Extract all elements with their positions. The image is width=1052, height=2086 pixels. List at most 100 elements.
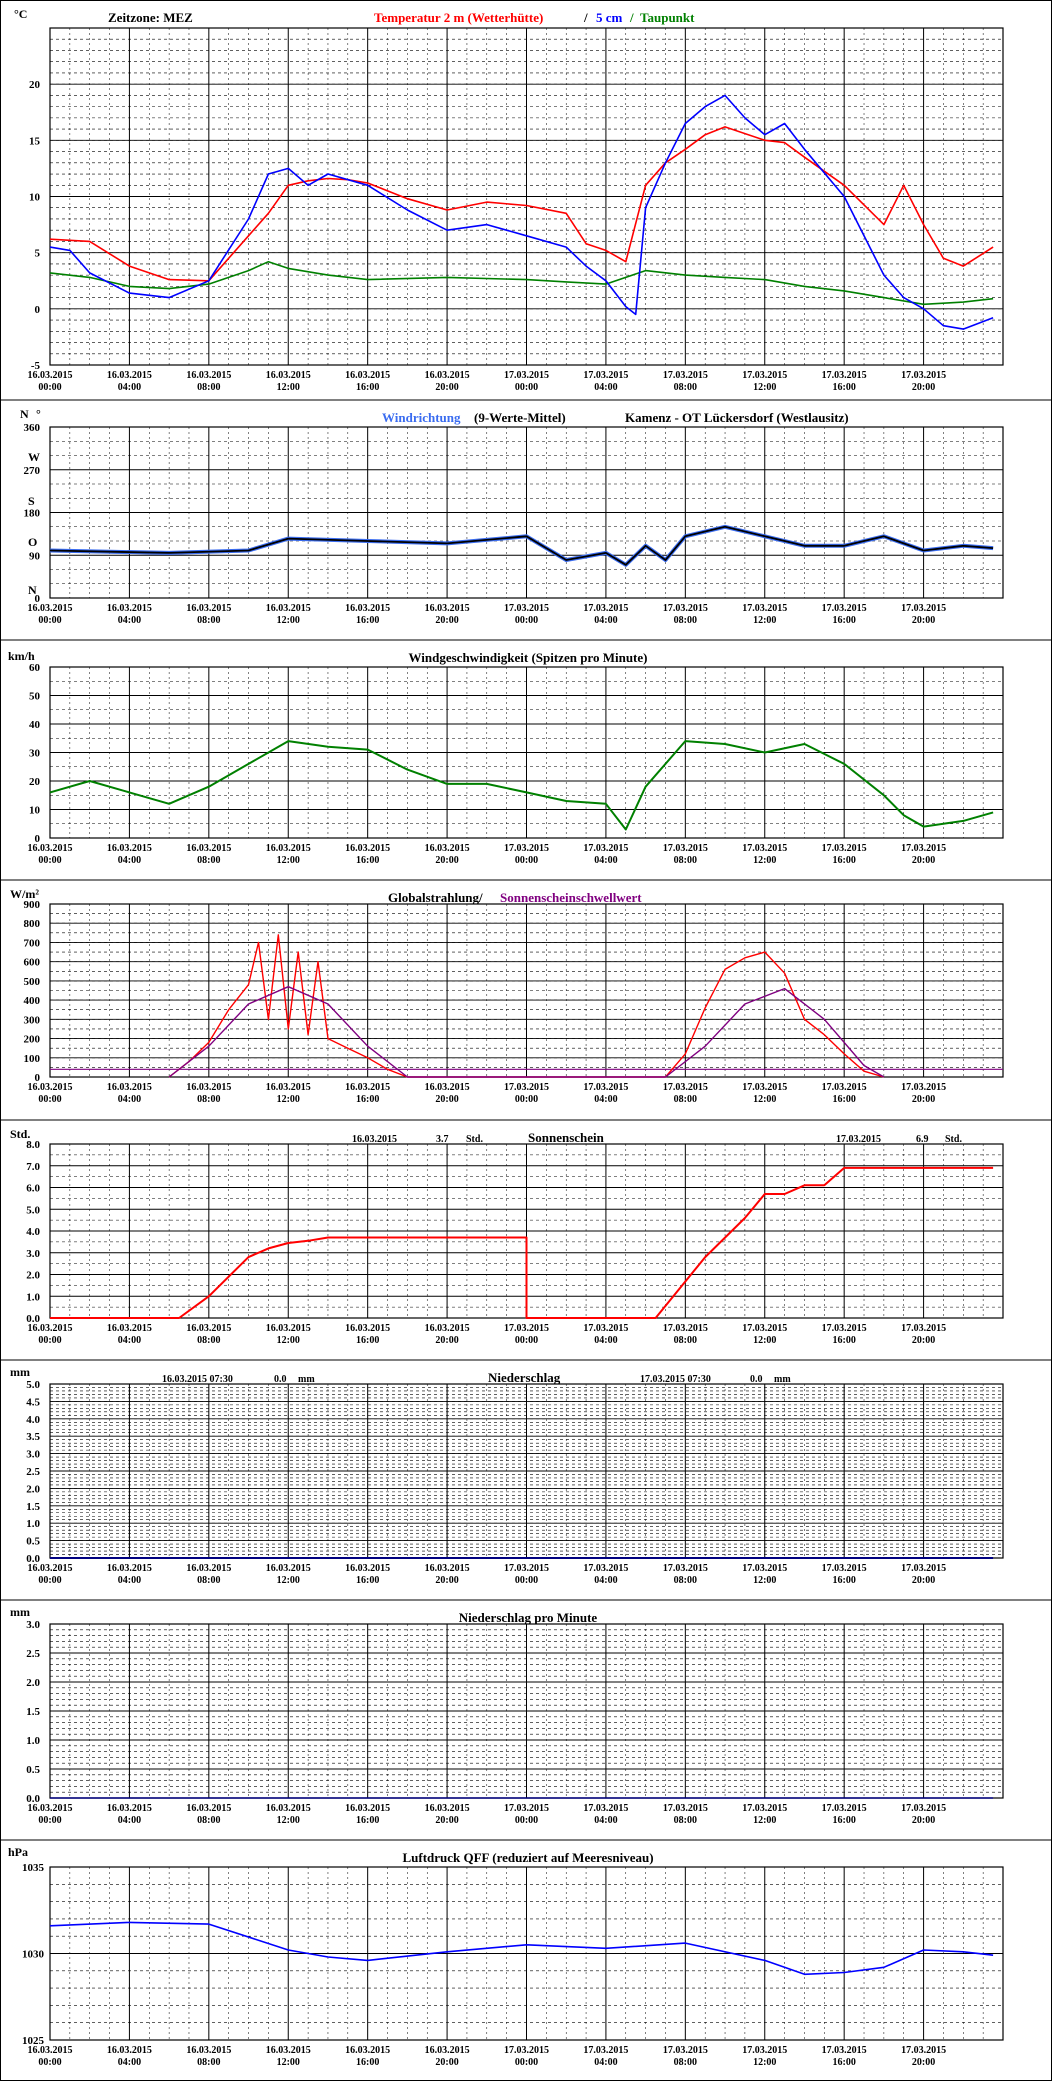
x-tick-time: 16:00: [356, 1335, 379, 1346]
y-unit: mm: [10, 1605, 30, 1619]
precip_minute-panel: [49, 1623, 1004, 1799]
series-pressure: [49, 1921, 994, 1976]
y-tick-label: 5.0: [26, 1379, 40, 1391]
y-tick-label: 500: [24, 976, 41, 988]
x-tick-time: 00:00: [38, 855, 61, 866]
x-tick-date: 16.03.2015: [186, 1563, 231, 1574]
y-tick-label: 3.0: [26, 1248, 40, 1260]
x-tick-time: 08:00: [674, 615, 697, 626]
precipitation-panel: [49, 1383, 1004, 1559]
x-tick-time: 12:00: [753, 855, 776, 866]
y-tick-label: 40: [29, 719, 41, 731]
x-tick-date: 16.03.2015: [345, 1803, 390, 1814]
x-tick-date: 16.03.2015: [107, 1563, 152, 1574]
x-tick-date: 17.03.2015: [742, 1082, 787, 1093]
x-tick-date: 17.03.2015: [742, 2045, 787, 2056]
x-tick-date: 17.03.2015: [663, 370, 708, 381]
y-tick-label: 1035: [22, 1862, 45, 1874]
x-tick-date: 17.03.2015: [901, 843, 946, 854]
x-tick-date: 17.03.2015: [901, 1563, 946, 1574]
x-tick-date: 16.03.2015: [345, 1563, 390, 1574]
y-tick-label: 60: [29, 662, 41, 674]
y-tick-label: 8.0: [26, 1139, 40, 1151]
y-tick-label: 90: [29, 550, 41, 562]
y-tick-label: 400: [24, 995, 41, 1007]
x-tick-date: 17.03.2015: [583, 1082, 628, 1093]
day2-unit: mm: [774, 1374, 791, 1385]
x-tick-time: 08:00: [197, 615, 220, 626]
x-tick-time: 00:00: [38, 1575, 61, 1586]
y-tick-label: 2.5: [26, 1648, 40, 1660]
x-tick-date: 17.03.2015: [504, 1563, 549, 1574]
x-tick-date: 16.03.2015: [266, 843, 311, 854]
x-tick-date: 17.03.2015: [504, 370, 549, 381]
x-tick-time: 16:00: [832, 615, 855, 626]
radiation-panel: [49, 903, 1004, 1078]
day2-value: 0.0: [750, 1374, 763, 1385]
x-tick-date: 17.03.2015: [742, 1803, 787, 1814]
y-tick-label: 7.0: [26, 1161, 40, 1173]
compass-s: S: [28, 494, 35, 508]
x-tick-date: 17.03.2015: [901, 1323, 946, 1334]
x-tick-date: 16.03.2015: [345, 2045, 390, 2056]
y-tick-label: 800: [24, 918, 41, 930]
y-tick-label: 5: [35, 248, 41, 260]
x-tick-date: 17.03.2015: [504, 1803, 549, 1814]
x-tick-time: 12:00: [277, 1335, 300, 1346]
x-tick-date: 17.03.2015: [583, 603, 628, 614]
y-unit: W/m²: [10, 887, 39, 901]
x-tick-time: 16:00: [832, 1335, 855, 1346]
y-tick-label: 1030: [22, 1949, 45, 1961]
x-tick-date: 16.03.2015: [28, 1803, 73, 1814]
x-tick-time: 16:00: [356, 382, 379, 393]
day1-unit: Std.: [466, 1134, 483, 1145]
y-unit: N: [20, 407, 29, 421]
title-separator: /: [583, 10, 588, 25]
series-wind-direction-mean: [49, 525, 994, 566]
x-tick-date: 17.03.2015: [583, 2045, 628, 2056]
y-tick-label: 10: [29, 192, 41, 204]
x-tick-time: 12:00: [277, 615, 300, 626]
panel-title: Luftdruck QFF (reduziert auf Meeresnivea…: [402, 1850, 653, 1865]
x-tick-date: 16.03.2015: [266, 1323, 311, 1334]
x-tick-time: 00:00: [38, 1094, 61, 1105]
y-tick-label: 600: [24, 957, 41, 969]
x-tick-date: 16.03.2015: [107, 1323, 152, 1334]
y-unit: Std.: [10, 1127, 30, 1141]
y-tick-label: 4.0: [26, 1226, 40, 1238]
x-tick-date: 17.03.2015: [822, 1323, 867, 1334]
x-tick-time: 20:00: [912, 2057, 935, 2068]
x-tick-time: 04:00: [118, 1575, 141, 1586]
x-tick-date: 17.03.2015: [583, 843, 628, 854]
x-tick-date: 16.03.2015: [266, 603, 311, 614]
compass-w: W: [28, 450, 40, 464]
x-tick-time: 12:00: [753, 1335, 776, 1346]
x-tick-date: 16.03.2015: [186, 1803, 231, 1814]
x-tick-time: 20:00: [435, 382, 458, 393]
plot-area: [49, 1866, 1004, 2041]
y-tick-label: 0: [35, 593, 41, 605]
x-tick-date: 17.03.2015: [663, 1803, 708, 1814]
y-tick-label: 3.0: [26, 1619, 40, 1631]
x-tick-time: 16:00: [356, 615, 379, 626]
timezone-label: Zeitzone: MEZ: [108, 10, 193, 25]
panel-title: Globalstrahlung/: [388, 890, 483, 905]
y-tick-label: 0: [35, 833, 41, 845]
x-tick-time: 16:00: [832, 1575, 855, 1586]
x-tick-date: 17.03.2015: [663, 1323, 708, 1334]
compass-o: O: [28, 535, 37, 549]
x-tick-time: 08:00: [197, 382, 220, 393]
x-tick-time: 08:00: [197, 1094, 220, 1105]
x-tick-time: 04:00: [594, 2057, 617, 2068]
y-tick-label: 0.0: [26, 1313, 40, 1325]
day1-value: 0.0: [274, 1374, 287, 1385]
x-tick-date: 17.03.2015: [504, 1082, 549, 1093]
x-tick-time: 04:00: [118, 1335, 141, 1346]
x-tick-time: 04:00: [594, 615, 617, 626]
x-tick-date: 17.03.2015: [504, 843, 549, 854]
x-tick-time: 00:00: [38, 1815, 61, 1826]
x-tick-date: 17.03.2015: [742, 1323, 787, 1334]
y-tick-label: 20: [29, 776, 41, 788]
x-tick-date: 16.03.2015: [28, 1323, 73, 1334]
x-tick-date: 17.03.2015: [742, 843, 787, 854]
